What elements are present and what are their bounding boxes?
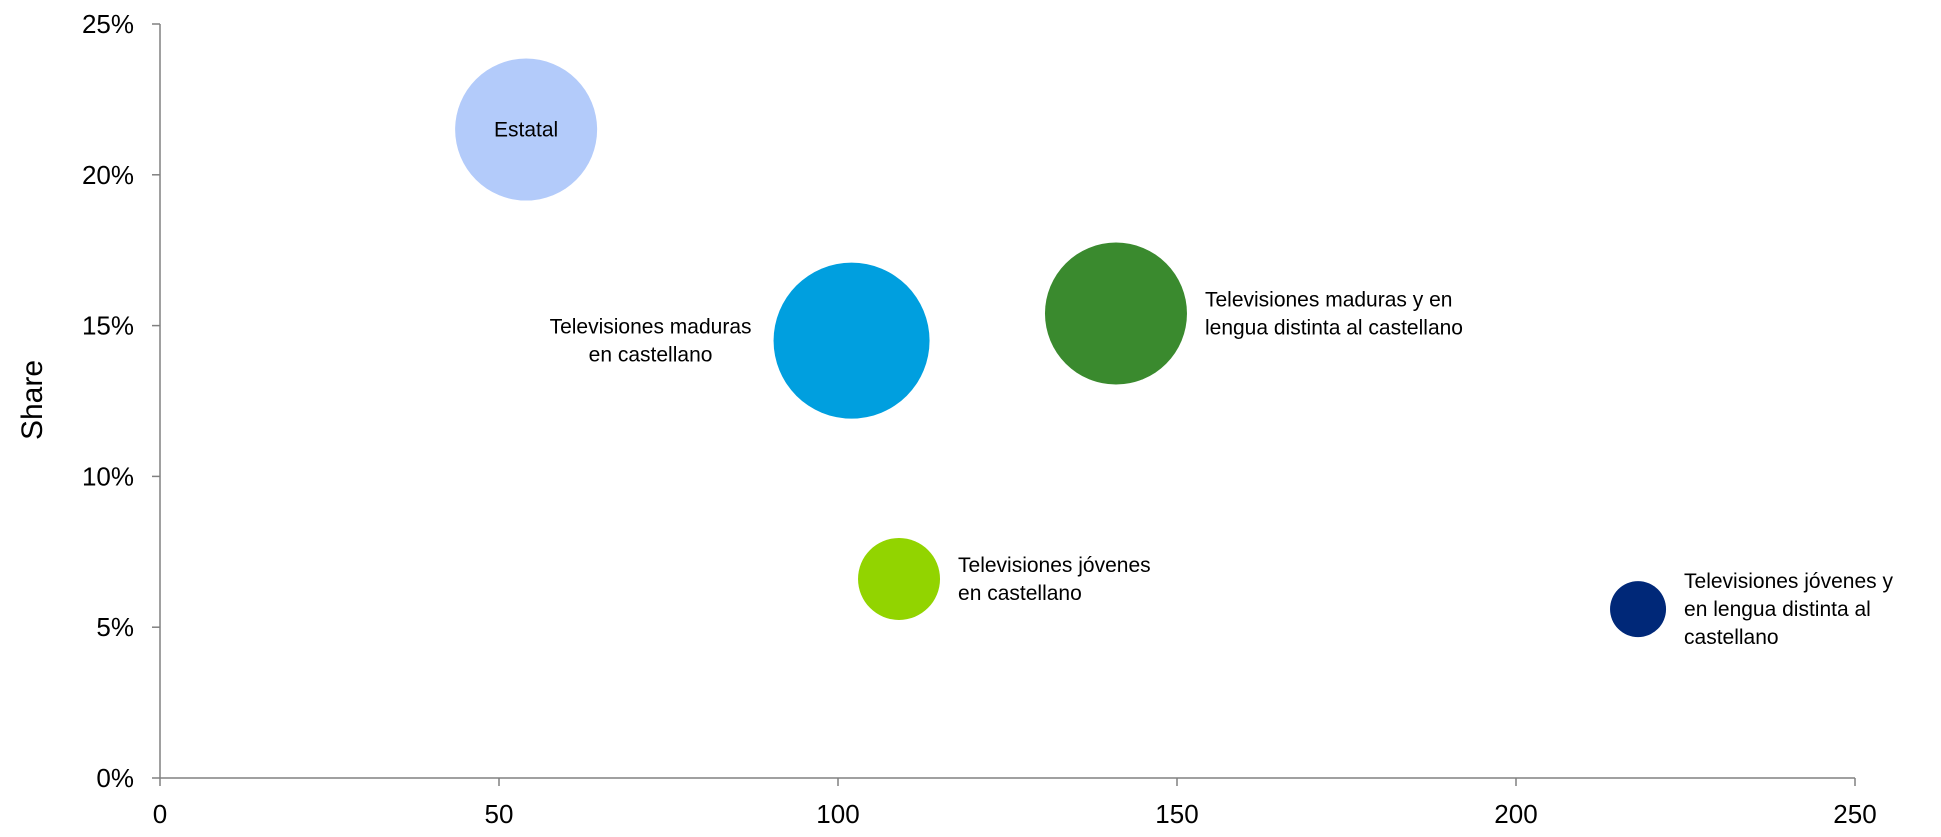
y-tick-label: 0% (96, 763, 134, 793)
bubble-label-line: Televisiones maduras (550, 316, 752, 339)
x-tick-label: 50 (485, 799, 514, 829)
bubble-label-line: en castellano (589, 344, 713, 367)
bubble-label-line: Estatal (494, 119, 558, 142)
bubble-labels: Estatal Televisiones maduras en castellano… (494, 119, 1893, 650)
x-tick-label: 0 (153, 799, 167, 829)
bubble (1044, 242, 1187, 385)
bubble-label-line: lengua distinta al castellano (1205, 317, 1463, 340)
bubble (773, 262, 930, 419)
bubble-label: Televisiones maduras y en lengua distinta… (1205, 289, 1463, 340)
bubble-label-line: Televisiones jóvenes y (1684, 570, 1893, 593)
bubble-label-line: Televisiones jóvenes (958, 554, 1151, 577)
bubbles (455, 58, 1667, 638)
axes: 0% 5% 10% 15% 20% 25% 0 50 100 150 200 250 (82, 9, 1877, 829)
x-tick-label: 100 (816, 799, 859, 829)
bubble-label: Televisiones maduras en castellano (550, 316, 752, 367)
bubble-label-line: Televisiones maduras y en (1205, 289, 1452, 312)
bubble (858, 537, 941, 620)
x-tick-label: 250 (1833, 799, 1876, 829)
bubble (455, 58, 598, 201)
y-tick-label: 10% (82, 461, 134, 491)
bubble-label: Estatal (494, 119, 558, 142)
bubble (1610, 581, 1667, 638)
bubble-label: Televisiones jóvenes y en lengua distinta… (1684, 570, 1893, 649)
bubble-label-line: castellano (1684, 626, 1779, 649)
bubble-label: Televisiones jóvenes en castellano (958, 554, 1151, 605)
bubble-label-line: en lengua distinta al (1684, 598, 1871, 621)
y-axis-title: Share (16, 360, 49, 440)
y-tick-label: 15% (82, 311, 134, 341)
x-tick-label: 200 (1494, 799, 1537, 829)
y-tick-label: 25% (82, 9, 134, 39)
y-tick-label: 20% (82, 160, 134, 190)
x-tick-label: 150 (1155, 799, 1198, 829)
bubble-label-line: en castellano (958, 582, 1082, 605)
y-tick-label: 5% (96, 612, 134, 642)
